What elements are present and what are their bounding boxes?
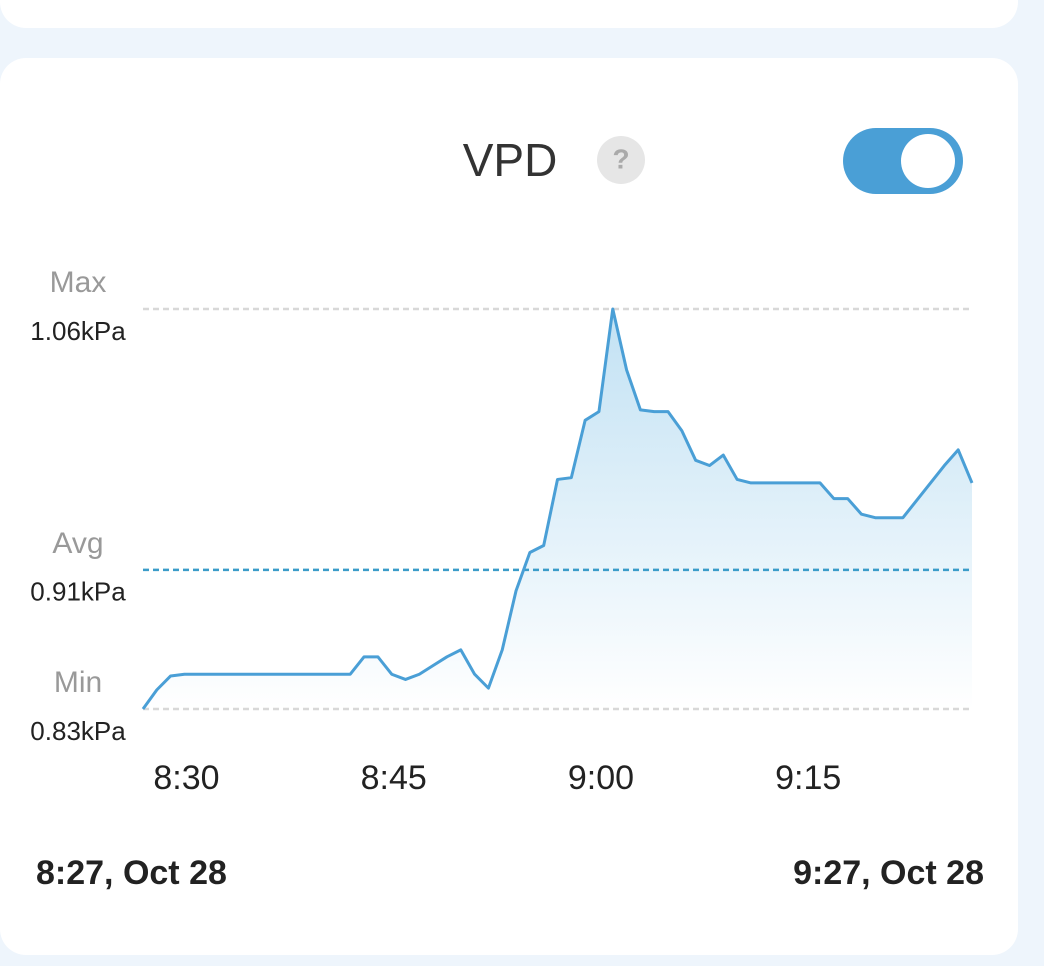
- reference-label: Avg: [52, 527, 103, 560]
- toggle-knob: [901, 134, 955, 188]
- help-button[interactable]: [597, 136, 645, 184]
- reference-label: Max: [50, 266, 107, 299]
- reference-value: 0.91kPa: [30, 577, 126, 607]
- reference-value: 1.06kPa: [30, 316, 126, 346]
- line: [141, 307, 974, 710]
- start-label: 8:27, Oct 28: [36, 854, 227, 892]
- x-tick-label: 8:30: [153, 759, 219, 797]
- help-icon: ?: [612, 143, 629, 174]
- x-tick-label: 9:15: [775, 759, 841, 797]
- x-tick-label: 8:45: [361, 759, 427, 797]
- card: [0, 58, 1018, 955]
- x-tick-label: 9:00: [568, 759, 634, 797]
- reference-value: 0.83kPa: [30, 716, 126, 746]
- area: [143, 309, 972, 709]
- chart-title: VPD: [463, 134, 558, 186]
- end-label: 9:27, Oct 28: [793, 854, 984, 892]
- top-card: [0, 0, 1018, 28]
- reference-label: Min: [54, 666, 102, 699]
